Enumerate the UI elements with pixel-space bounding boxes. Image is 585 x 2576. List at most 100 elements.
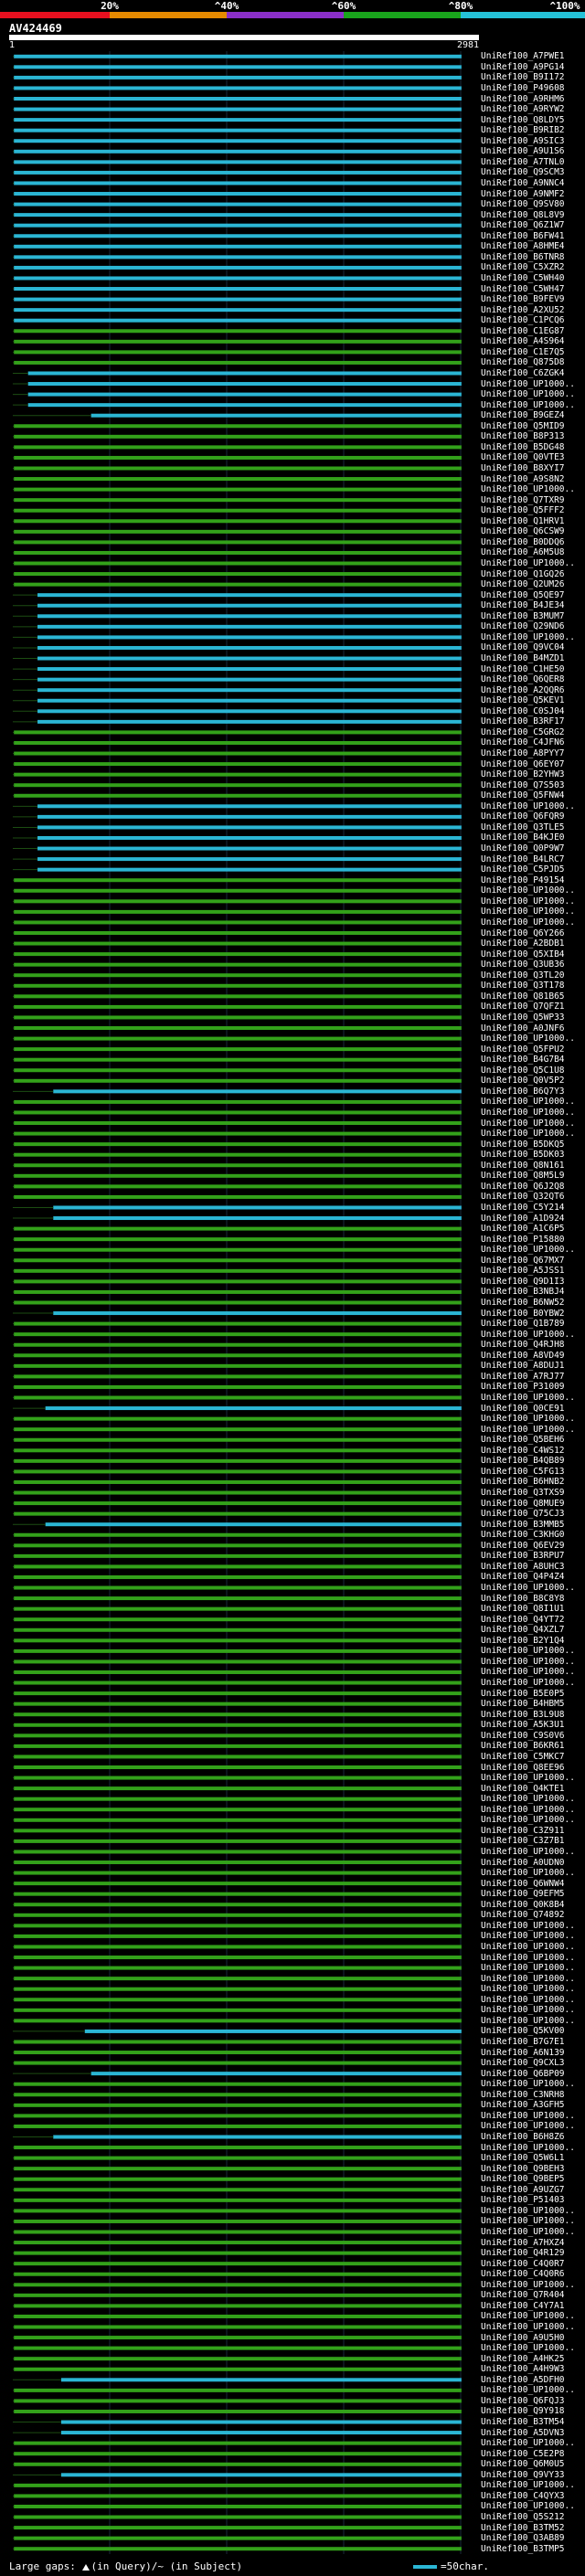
hit-bar[interactable] <box>14 1966 462 1970</box>
hit-bar[interactable] <box>14 1173 462 1178</box>
hit-bar[interactable] <box>14 107 462 111</box>
hit-label[interactable]: UniRef100_UP1000.. <box>481 2501 575 2512</box>
hit-bar[interactable] <box>14 1998 462 2002</box>
hit-bar[interactable] <box>14 1648 462 1653</box>
hit-label[interactable]: UniRef100_Q7QFZ1 <box>481 1002 565 1012</box>
hit-bar[interactable] <box>14 308 462 313</box>
hit-label[interactable]: UniRef100_A5DFH0 <box>481 2374 565 2385</box>
hit-bar[interactable] <box>14 2061 462 2065</box>
hit-bar[interactable] <box>14 181 462 186</box>
hit-label[interactable]: UniRef100_UP1000.. <box>481 378 575 389</box>
hit-bar[interactable] <box>37 814 462 819</box>
hit-label[interactable]: UniRef100_B4MZD1 <box>481 653 565 664</box>
hit-label[interactable]: UniRef100_C3Z7B1 <box>481 1836 565 1847</box>
hit-bar[interactable] <box>14 318 462 323</box>
hit-label[interactable]: UniRef100_Q0K8B4 <box>481 1899 565 1910</box>
hit-bar[interactable] <box>14 276 462 281</box>
hit-label[interactable]: UniRef100_UP1000.. <box>481 896 575 906</box>
hit-bar[interactable] <box>14 255 462 260</box>
hit-label[interactable]: UniRef100_Q3TLE5 <box>481 822 565 832</box>
hit-label[interactable]: UniRef100_UP1000.. <box>481 2121 575 2132</box>
hit-bar[interactable] <box>14 2388 462 2392</box>
hit-label[interactable]: UniRef100_Q5KV00 <box>481 2026 565 2037</box>
hit-label[interactable]: UniRef100_Q6WNW4 <box>481 1878 565 1889</box>
hit-label[interactable]: UniRef100_B9FEV9 <box>481 294 565 305</box>
hit-bar[interactable] <box>14 1723 462 1727</box>
hit-label[interactable]: UniRef100_Q5QE97 <box>481 589 565 600</box>
hit-bar[interactable] <box>14 1448 462 1453</box>
hit-label[interactable]: UniRef100_B2Y1Q4 <box>481 1635 565 1646</box>
hit-label[interactable]: UniRef100_Q9SV80 <box>481 199 565 210</box>
hit-bar[interactable] <box>14 1099 462 1104</box>
hit-bar[interactable] <box>14 1606 462 1611</box>
hit-bar[interactable] <box>14 1860 462 1865</box>
hit-bar[interactable] <box>14 2314 462 2318</box>
hit-label[interactable]: UniRef100_Q5FNW4 <box>481 790 565 801</box>
hit-bar[interactable] <box>14 2462 462 2466</box>
hit-label[interactable]: UniRef100_A8PYY7 <box>481 748 565 759</box>
hit-label[interactable]: UniRef100_UP1000.. <box>481 2480 575 2491</box>
hit-label[interactable]: UniRef100_P15880 <box>481 1234 565 1245</box>
hit-bar[interactable] <box>14 550 462 555</box>
hit-label[interactable]: UniRef100_A7TNL0 <box>481 156 565 167</box>
hit-label[interactable]: UniRef100_C1EG87 <box>481 325 565 336</box>
hit-label[interactable]: UniRef100_Q1B789 <box>481 1319 565 1330</box>
hit-bar[interactable] <box>53 1205 462 1210</box>
hit-bar[interactable] <box>14 1469 462 1474</box>
hit-label[interactable]: UniRef100_B4HBM5 <box>481 1699 565 1710</box>
hit-bar[interactable] <box>14 160 462 164</box>
hit-bar[interactable] <box>14 508 462 513</box>
hit-bar[interactable] <box>37 857 462 862</box>
hit-bar[interactable] <box>14 2209 462 2213</box>
hit-label[interactable]: UniRef100_Q6Y266 <box>481 928 565 938</box>
hit-label[interactable]: UniRef100_C5WH47 <box>481 283 565 294</box>
hit-label[interactable]: UniRef100_P49608 <box>481 82 565 93</box>
hit-bar[interactable] <box>37 624 462 629</box>
hit-label[interactable]: UniRef100_UP1000.. <box>481 1815 575 1826</box>
hit-bar[interactable] <box>14 2167 462 2171</box>
hit-bar[interactable] <box>14 1279 462 1284</box>
hit-label[interactable]: UniRef100_UP1000.. <box>481 1941 575 1952</box>
hit-label[interactable]: UniRef100_A9PG14 <box>481 61 565 72</box>
hit-label[interactable]: UniRef100_Q5KEV1 <box>481 695 565 706</box>
hit-bar[interactable] <box>60 2420 462 2424</box>
hit-bar[interactable] <box>14 445 462 450</box>
hit-bar[interactable] <box>14 994 462 999</box>
hit-label[interactable]: UniRef100_A1C6P5 <box>481 1224 565 1235</box>
hit-label[interactable]: UniRef100_B0YBW2 <box>481 1308 565 1319</box>
hit-label[interactable]: UniRef100_UP1000.. <box>481 2385 575 2396</box>
hit-label[interactable]: UniRef100_B4KJE0 <box>481 832 565 843</box>
hit-bar[interactable] <box>14 1501 462 1506</box>
hit-label[interactable]: UniRef100_UP1000.. <box>481 885 575 896</box>
hit-bar[interactable] <box>14 1321 462 1326</box>
hit-label[interactable]: UniRef100_A8HME4 <box>481 241 565 252</box>
hit-label[interactable]: UniRef100_UP1000.. <box>481 1414 575 1425</box>
hit-label[interactable]: UniRef100_Q5W6L1 <box>481 2153 565 2164</box>
hit-label[interactable]: UniRef100_Q2UM26 <box>481 579 565 590</box>
hit-bar[interactable] <box>14 2452 462 2456</box>
hit-bar[interactable] <box>14 1110 462 1115</box>
hit-bar[interactable] <box>14 899 462 904</box>
hit-label[interactable]: UniRef100_Q8I1U1 <box>481 1604 565 1615</box>
hit-label[interactable]: UniRef100_B3RPU7 <box>481 1551 565 1562</box>
hit-label[interactable]: UniRef100_A2QQR6 <box>481 684 565 695</box>
hit-bar[interactable] <box>14 561 462 566</box>
hit-bar[interactable] <box>14 1564 462 1569</box>
hit-bar[interactable] <box>14 329 462 334</box>
hit-label[interactable]: UniRef100_C0SJ04 <box>481 705 565 716</box>
hit-label[interactable]: UniRef100_Q5XIB4 <box>481 949 565 959</box>
hit-label[interactable]: UniRef100_UP1000.. <box>481 399 575 410</box>
hit-bar[interactable] <box>14 487 462 492</box>
hit-bar[interactable] <box>14 2441 462 2445</box>
hit-label[interactable]: UniRef100_B3TMP5 <box>481 2543 565 2554</box>
hit-label[interactable]: UniRef100_C5MKC7 <box>481 1751 565 1762</box>
hit-bar[interactable] <box>14 2177 462 2181</box>
hit-bar[interactable] <box>14 1553 462 1558</box>
hit-label[interactable]: UniRef100_UP1000.. <box>481 1583 575 1594</box>
hit-bar[interactable] <box>14 1903 462 1907</box>
hit-bar[interactable] <box>90 2072 462 2076</box>
hit-label[interactable]: UniRef100_Q9SCM3 <box>481 167 565 178</box>
hit-bar[interactable] <box>14 2547 462 2551</box>
hit-label[interactable]: UniRef100_B6TNR8 <box>481 251 565 262</box>
hit-label[interactable]: UniRef100_Q3TXS9 <box>481 1488 565 1499</box>
